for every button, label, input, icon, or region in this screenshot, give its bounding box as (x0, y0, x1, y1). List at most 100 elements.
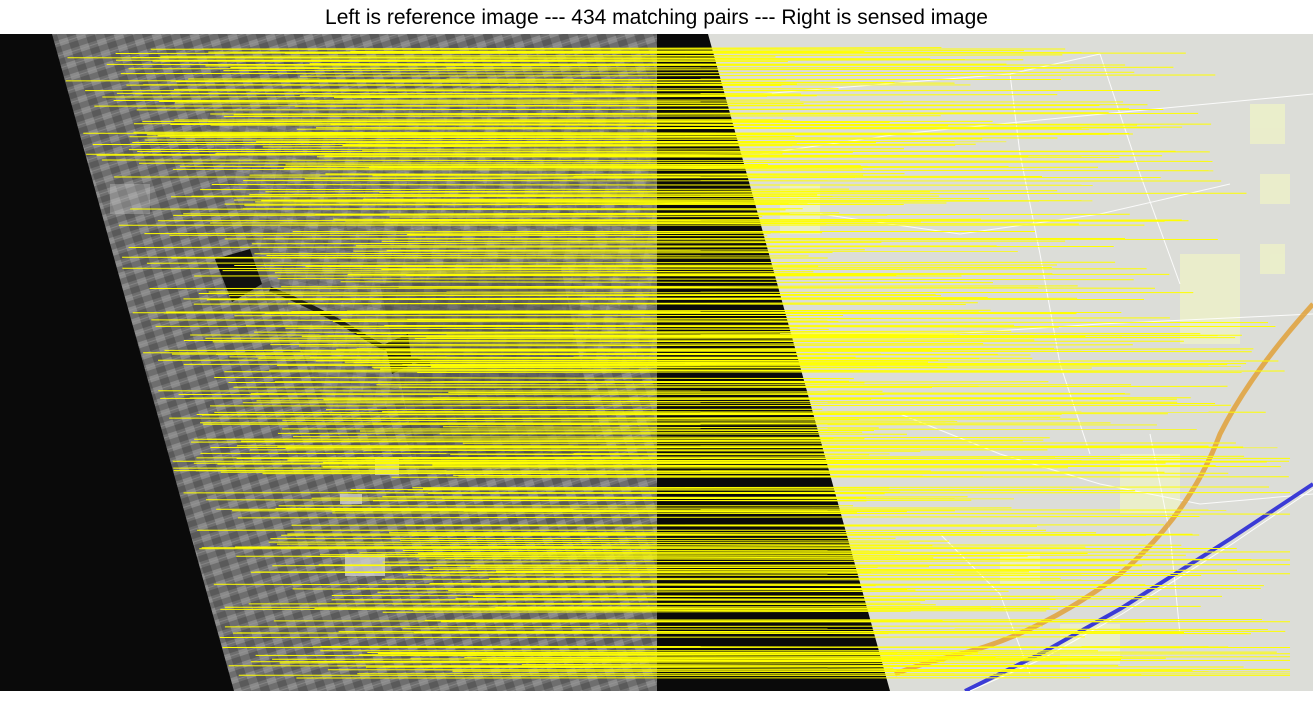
match-line (190, 334, 1218, 337)
match-line (327, 335, 1181, 339)
match-line (215, 151, 853, 155)
match-line (268, 541, 910, 544)
match-line (464, 656, 1291, 659)
match-line (169, 234, 768, 237)
match-line (496, 569, 1238, 572)
match-line (229, 356, 830, 358)
match-line (196, 413, 1002, 415)
match-line (405, 525, 1038, 527)
match-line (382, 665, 1067, 668)
match-line (174, 102, 804, 104)
match-line (67, 57, 931, 60)
match-line (206, 437, 834, 440)
match-line (144, 138, 983, 141)
match-line (372, 422, 1111, 425)
match-line (211, 184, 1093, 186)
match-line (169, 417, 1078, 420)
match-line (228, 381, 1049, 383)
match-line (86, 153, 1163, 157)
match-line (254, 251, 833, 255)
match-line (144, 232, 823, 235)
match-line (408, 531, 982, 535)
match-line (458, 475, 983, 478)
match-line (205, 64, 1126, 67)
match-line (251, 241, 882, 245)
match-line (212, 340, 1184, 343)
match-line (160, 54, 1063, 57)
match-line (94, 104, 1148, 107)
match-line (429, 583, 1146, 586)
match-line (332, 321, 1269, 324)
match-line (412, 486, 1270, 489)
match-line (128, 148, 905, 151)
match-line (223, 68, 1025, 72)
match-line (406, 274, 962, 277)
match-line (170, 80, 895, 83)
match-line (101, 159, 1213, 162)
match-line (350, 50, 1025, 52)
match-line (448, 391, 1125, 394)
match-line (383, 222, 1079, 225)
match-line (188, 78, 1061, 80)
match-line (333, 95, 768, 99)
match-line (279, 661, 945, 664)
match-line (120, 71, 1135, 75)
match-line (358, 653, 1291, 656)
match-line (433, 566, 878, 569)
matching-figure (0, 34, 1313, 691)
match-line (294, 105, 1100, 107)
match-line (138, 161, 1134, 164)
match-line (233, 198, 799, 201)
match-line (372, 175, 1043, 177)
match-line (217, 462, 1166, 465)
match-line (311, 496, 968, 499)
match-line (365, 666, 894, 669)
match-line (157, 134, 1082, 137)
match-line (196, 456, 1056, 459)
match-line (340, 281, 994, 284)
match-line (350, 489, 1136, 492)
match-line (407, 574, 1173, 576)
match-line (521, 662, 1016, 666)
match-line (382, 610, 911, 613)
match-line (431, 365, 877, 367)
match-line (237, 516, 1200, 519)
match-line (287, 533, 1200, 536)
match-line (489, 645, 1182, 649)
match-line (194, 133, 1133, 136)
match-line (433, 348, 1254, 351)
match-line (381, 578, 1104, 581)
match-line (281, 285, 1078, 288)
match-line (128, 66, 1174, 70)
match-line (407, 232, 771, 235)
figure-title: Left is reference image --- 434 matching… (325, 6, 988, 29)
match-line (298, 327, 798, 330)
match-line (157, 219, 1182, 222)
match-line (143, 352, 881, 355)
match-line (400, 539, 950, 542)
match-line (359, 430, 875, 432)
match-line (269, 369, 1202, 372)
match-line (224, 625, 1043, 628)
match-line (128, 246, 1114, 248)
match-line (146, 261, 1116, 264)
match-line (327, 266, 1052, 268)
match-line (382, 411, 1266, 413)
match-line (277, 278, 1134, 281)
match-line (422, 487, 890, 490)
match-line (242, 402, 1216, 404)
match-line (200, 452, 890, 455)
match-line (133, 131, 1130, 134)
match-line (222, 270, 814, 273)
match-line (183, 363, 1247, 365)
match-line (151, 319, 839, 322)
match-line (183, 339, 1035, 341)
match-line (115, 51, 733, 54)
match-line (235, 545, 933, 548)
match-line (132, 56, 776, 58)
match-line (381, 268, 1147, 270)
match-line (409, 465, 1216, 468)
match-line (173, 88, 839, 90)
match-lines (65, 47, 1291, 679)
match-line (255, 654, 1123, 657)
